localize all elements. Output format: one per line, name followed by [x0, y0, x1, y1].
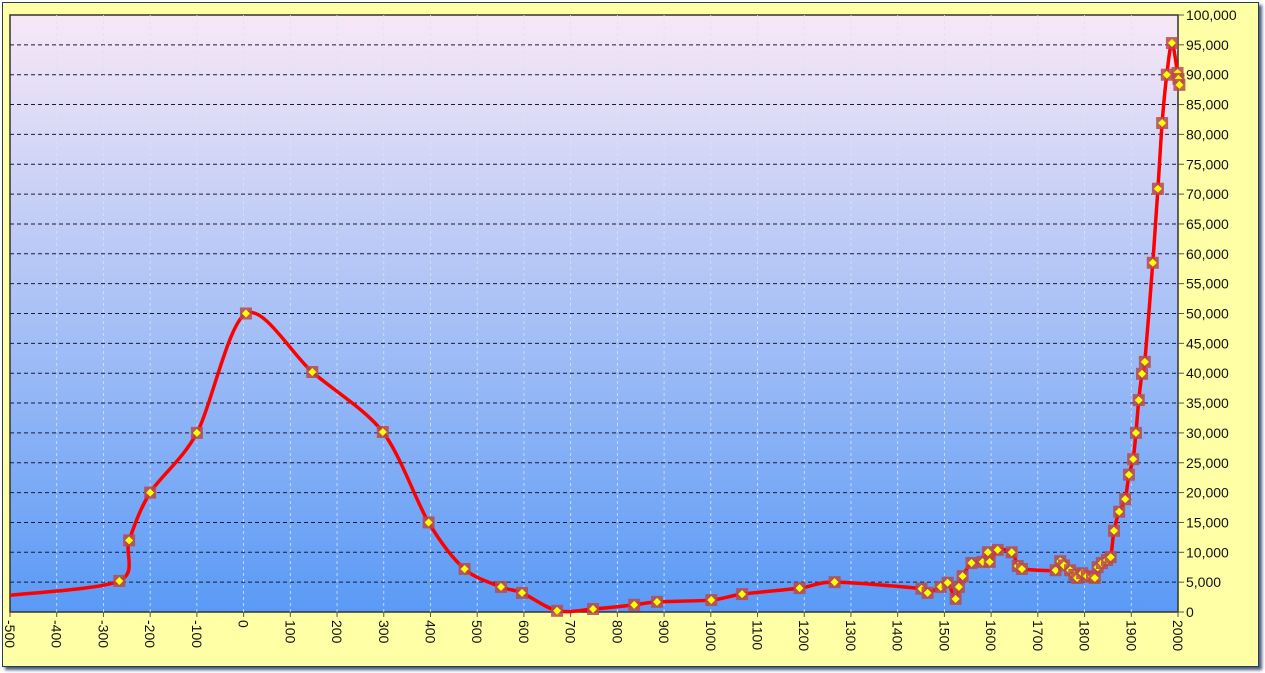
y-tick-label: 100,000: [1186, 7, 1237, 23]
y-tick-label: 60,000: [1186, 246, 1229, 262]
y-tick-label: 85,000: [1186, 97, 1229, 113]
data-point-marker: [553, 606, 562, 615]
x-tick-label: -300: [95, 620, 111, 648]
y-tick-label: 0: [1186, 604, 1194, 620]
y-tick-label: 30,000: [1186, 425, 1229, 441]
x-tick-label: 1900: [1123, 620, 1139, 651]
data-point-marker: [1090, 573, 1099, 582]
data-point-marker: [1106, 553, 1115, 562]
data-point-marker: [1051, 566, 1060, 575]
data-point-marker: [1121, 495, 1130, 504]
y-tick-label: 45,000: [1186, 335, 1229, 351]
x-tick-label: 0: [236, 620, 252, 628]
data-point-marker: [707, 596, 716, 605]
data-point-marker: [424, 518, 433, 527]
data-point-marker: [1007, 548, 1016, 557]
data-point-marker: [1148, 258, 1157, 267]
data-point-marker: [589, 605, 598, 614]
data-point-marker: [125, 536, 134, 545]
y-tick-label: 70,000: [1186, 186, 1229, 202]
data-point-marker: [1134, 396, 1143, 405]
data-point-marker: [1138, 369, 1147, 378]
data-point-marker: [460, 565, 469, 574]
data-point-marker: [958, 572, 967, 581]
y-tick-label: 95,000: [1186, 37, 1229, 53]
x-tick-label: 1800: [1077, 620, 1093, 651]
data-point-marker: [923, 588, 932, 597]
data-point-marker: [1129, 455, 1138, 464]
x-tick-label: 700: [563, 620, 579, 644]
y-tick-label: 80,000: [1186, 126, 1229, 142]
data-point-marker: [146, 488, 155, 497]
data-point-marker: [1162, 70, 1171, 79]
data-point-marker: [630, 600, 639, 609]
x-tick-label: 1500: [936, 620, 952, 651]
x-tick-label: -100: [189, 620, 205, 648]
data-point-marker: [1167, 39, 1176, 48]
x-tick-label: 900: [656, 620, 672, 644]
data-point-marker: [1017, 565, 1026, 574]
y-tick-label: 65,000: [1186, 216, 1229, 232]
data-point-marker: [954, 582, 963, 591]
data-point-marker: [115, 576, 124, 585]
x-tick-label: 1600: [983, 620, 999, 651]
x-tick-label: 1400: [890, 620, 906, 651]
data-point-marker: [830, 578, 839, 587]
data-point-marker: [497, 582, 506, 591]
data-point-marker: [1131, 428, 1140, 437]
y-tick-label: 5,000: [1186, 574, 1221, 590]
x-tick-label: 1700: [1030, 620, 1046, 651]
x-tick-label: 500: [469, 620, 485, 644]
y-tick-label: 75,000: [1186, 156, 1229, 172]
data-point-marker: [518, 588, 527, 597]
x-tick-label: 100: [282, 620, 298, 644]
x-tick-label: 1200: [796, 620, 812, 651]
data-point-marker: [1115, 507, 1124, 516]
y-tick-label: 55,000: [1186, 276, 1229, 292]
x-tick-label: 200: [329, 620, 345, 644]
data-point-marker: [308, 368, 317, 377]
data-point-marker: [1175, 80, 1184, 89]
x-tick-label: 600: [516, 620, 532, 644]
x-tick-label: 400: [422, 620, 438, 644]
x-tick-label: -500: [2, 620, 18, 648]
y-tick-label: 35,000: [1186, 395, 1229, 411]
data-point-marker: [985, 557, 994, 566]
data-point-marker: [1158, 119, 1167, 128]
data-point-marker: [795, 584, 804, 593]
y-tick-label: 10,000: [1186, 544, 1229, 560]
data-point-marker: [1124, 470, 1133, 479]
x-tick-label: 2000: [1170, 620, 1186, 651]
y-tick-label: 15,000: [1186, 514, 1229, 530]
y-tick-label: 20,000: [1186, 485, 1229, 501]
data-point-marker: [738, 590, 747, 599]
data-point-marker: [378, 428, 387, 437]
x-tick-label: 1000: [703, 620, 719, 651]
x-tick-label: -400: [49, 620, 65, 648]
y-tick-label: 90,000: [1186, 67, 1229, 83]
x-tick-label: 800: [609, 620, 625, 644]
data-point-marker: [241, 309, 250, 318]
data-point-marker: [993, 545, 1002, 554]
data-point-marker: [943, 578, 952, 587]
x-tick-label: 1300: [843, 620, 859, 651]
data-point-marker: [967, 559, 976, 568]
data-point-marker: [192, 428, 201, 437]
data-point-marker: [951, 594, 960, 603]
x-tick-label: -200: [142, 620, 158, 648]
x-tick-label: 300: [376, 620, 392, 644]
y-tick-label: 25,000: [1186, 455, 1229, 471]
y-tick-label: 40,000: [1186, 365, 1229, 381]
data-point-marker: [653, 597, 662, 606]
x-tick-label: 1100: [750, 620, 766, 650]
y-tick-label: 50,000: [1186, 306, 1229, 322]
data-point-marker: [1153, 184, 1162, 193]
data-point-marker: [1109, 526, 1118, 535]
data-point-marker: [1140, 357, 1149, 366]
data-point-marker: [983, 548, 992, 557]
